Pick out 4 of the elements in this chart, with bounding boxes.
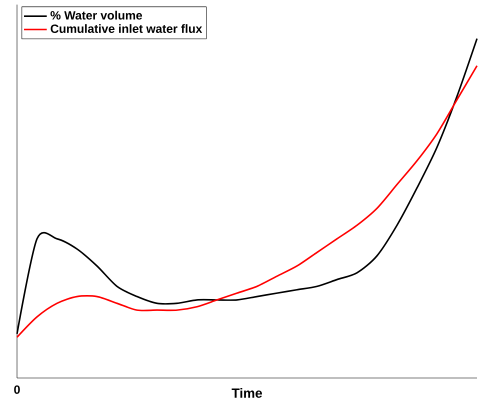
text: 0 (14, 385, 20, 394)
legend-label: Cumulative inlet water flux (50, 24, 202, 33)
x-axis-title: Time (232, 388, 262, 398)
legend-label: % Water volume (50, 10, 142, 20)
